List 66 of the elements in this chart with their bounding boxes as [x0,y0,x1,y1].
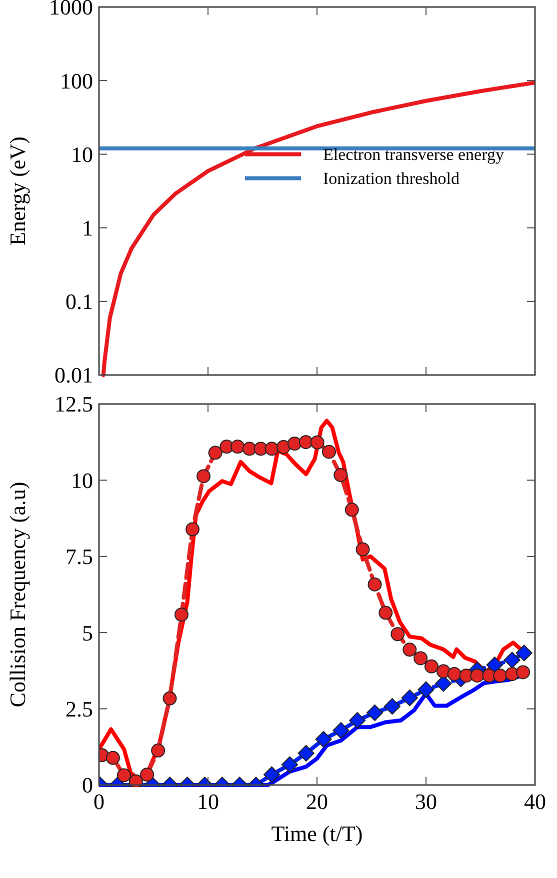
point [390,627,405,642]
y-tick-label: 1000 [49,0,93,20]
line-series [101,80,535,377]
point [366,704,384,722]
point [332,722,350,739]
point [414,651,428,666]
point [401,690,418,706]
point [310,435,324,450]
point [242,442,256,456]
y-tick-label: 100 [60,68,93,94]
point [230,440,245,454]
y-tick-label: 0.01 [54,362,93,388]
point [298,435,313,450]
point [378,606,393,620]
y-tick-label: 0 [82,772,93,798]
point [504,652,520,668]
x-tick-label: 30 [415,789,437,814]
y-tick-label: 7.5 [66,544,93,570]
point [436,664,450,678]
point [368,577,382,592]
legend-label: Ionization threshold [323,169,460,188]
point [516,644,532,662]
point [151,744,166,758]
point [281,756,298,773]
point [322,444,336,459]
y-tick-label: 1 [82,216,93,240]
point [276,440,291,454]
point [264,442,279,456]
point [263,766,280,783]
point [162,691,177,706]
y-tick-label: 10 [71,142,93,167]
y-tick-label: 10 [71,468,93,493]
point [140,768,154,782]
point [288,436,302,451]
y-tick-label: 0.1 [66,289,93,314]
point [174,608,189,622]
y-tick-label: 5 [82,620,93,646]
point [516,665,530,680]
point [186,522,200,536]
point [505,667,520,682]
point [349,712,366,729]
y-tick-label: 2.5 [66,696,93,722]
point [334,468,348,482]
point [447,667,462,682]
legend-label: Electron transverse energy [323,145,504,164]
x-tick-label: 10 [197,789,219,814]
point [356,542,370,556]
point [116,768,131,782]
point [493,668,508,683]
y-axis-title: Energy (eV) [5,136,30,246]
point [402,642,417,657]
point [424,659,438,674]
point [315,730,332,748]
y-axis-title: Collision Frequency (a.u) [5,482,30,708]
point [298,745,314,762]
point [196,469,211,484]
point [344,502,359,517]
point [384,698,401,715]
point [208,446,222,460]
y-tick-label: 12.5 [54,392,93,417]
x-tick-label: 40 [524,789,546,814]
point [418,681,434,698]
point [470,668,484,683]
x-tick-label: 20 [306,789,328,814]
x-axis-title: Time (t/T) [271,821,363,846]
point [106,750,120,765]
